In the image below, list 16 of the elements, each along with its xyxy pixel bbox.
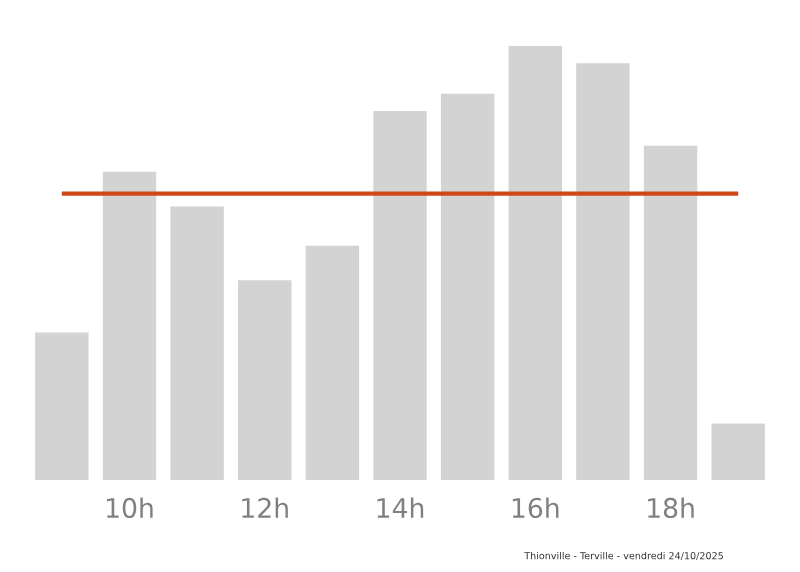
bar (643, 145, 698, 480)
bar (238, 280, 292, 480)
bar (440, 93, 495, 480)
x-tick-label: 14h (377, 497, 424, 518)
bar (711, 423, 765, 480)
bar (305, 245, 360, 480)
bar (35, 332, 89, 480)
bar (508, 45, 562, 480)
x-tick-label: 18h (648, 497, 694, 519)
x-tick-label: 16h (512, 497, 559, 519)
x-tick-label: 10h (106, 497, 153, 519)
bar (170, 206, 224, 480)
x-tick-label: 12h (242, 497, 288, 518)
bar (576, 63, 630, 480)
bar (373, 111, 427, 480)
bar (102, 171, 157, 480)
